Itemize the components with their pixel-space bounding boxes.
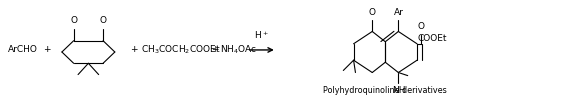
Text: O: O: [70, 16, 77, 25]
Text: +: +: [43, 45, 51, 54]
Text: ArCHO: ArCHO: [7, 45, 37, 54]
Text: NH: NH: [392, 86, 405, 95]
Text: H$^+$: H$^+$: [254, 30, 269, 41]
Text: O: O: [417, 22, 424, 32]
Text: Ar: Ar: [393, 8, 403, 17]
Text: CH$_3$COCH$_2$COOEt: CH$_3$COCH$_2$COOEt: [141, 44, 221, 56]
Text: O: O: [369, 8, 376, 17]
Text: +: +: [211, 45, 218, 54]
Text: +: +: [130, 45, 138, 54]
Text: O: O: [100, 16, 107, 25]
Text: Polyhydroquinoline derivatives: Polyhydroquinoline derivatives: [323, 86, 447, 95]
Text: COOEt: COOEt: [418, 34, 447, 43]
Text: NH$_4$OAc: NH$_4$OAc: [220, 44, 257, 56]
